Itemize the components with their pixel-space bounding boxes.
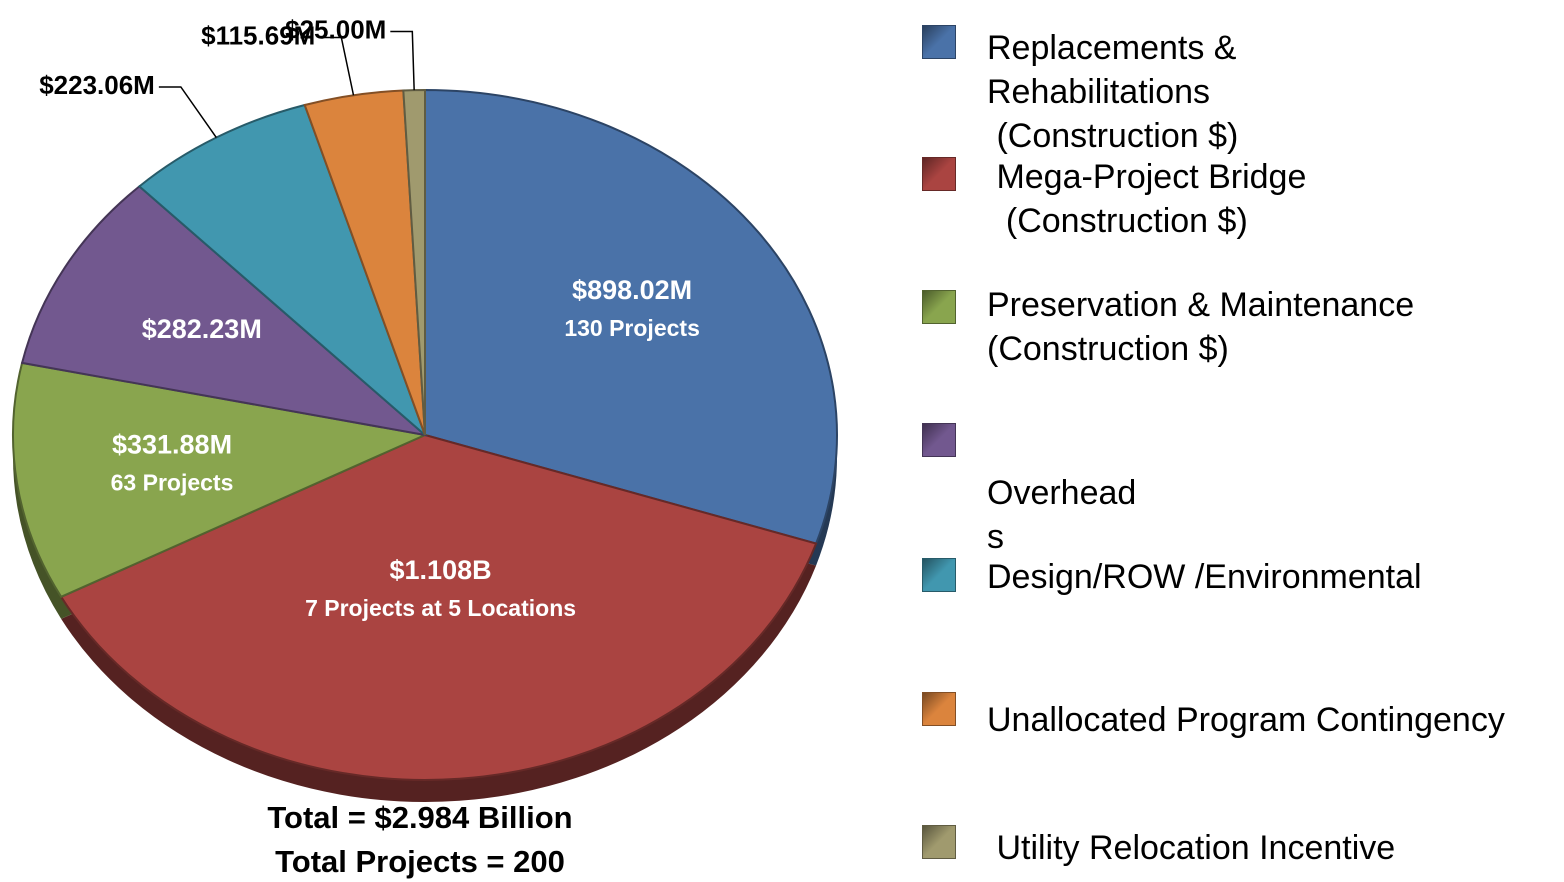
chart: Total = $2.984 Billion Total Projects = … (12, 14, 838, 879)
value-label: $115.69M (201, 20, 315, 50)
value-label: $898.02M (572, 275, 692, 305)
slice (12, 361, 429, 599)
legend-label: Preservation & Maintenance (Construction… (987, 286, 1415, 368)
legend-label: Replacements & Rehabilitations (Construc… (987, 29, 1239, 155)
value-label: $282.23M (142, 314, 262, 344)
legend-swatch (922, 290, 956, 324)
leader-line (158, 86, 217, 138)
legend-swatch (922, 825, 956, 859)
slice (424, 88, 838, 545)
legend-label: Overhead s (987, 474, 1137, 556)
value-label: $25.00M (285, 14, 386, 44)
total-label: Total = $2.984 Billion (267, 800, 572, 835)
value-label: $331.88M (112, 430, 232, 460)
legend-swatch (922, 558, 956, 592)
project-label: 130 Projects (564, 315, 700, 341)
legend-label: Utility Relocation Incentive (987, 829, 1396, 867)
leader-line (390, 30, 415, 91)
legend-swatch (922, 157, 956, 191)
slice (137, 103, 426, 436)
legend-label: Mega-Project Bridge (Construction $) (996, 158, 1307, 240)
value-label: $223.06M (39, 70, 155, 100)
value-label: $1.108B (390, 555, 492, 585)
legend-swatch (922, 25, 956, 59)
slice (20, 185, 429, 437)
leader-line (319, 36, 355, 96)
legend-label: Design/ROW /Environmental (987, 558, 1422, 596)
slice (59, 433, 818, 781)
project-label: 63 Projects (111, 470, 234, 496)
legend-label: Unallocated Program Contingency (987, 701, 1505, 739)
total-label: Total Projects = 200 (275, 844, 565, 879)
legend-swatch (922, 692, 956, 726)
project-label: 7 Projects at 5 Locations (305, 595, 576, 621)
legend-swatch (922, 423, 956, 457)
